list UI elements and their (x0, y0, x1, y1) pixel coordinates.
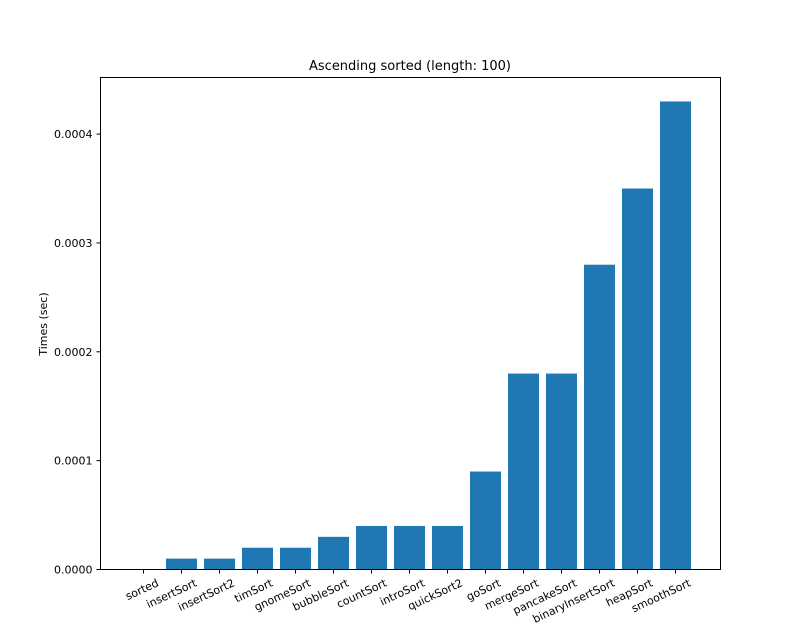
chart-title: Ascending sorted (length: 100) (309, 59, 511, 74)
bar-countSort (356, 525, 387, 570)
y-ticks-group: 0.0000 0.0001 0.0002 0.0003 0.0004 (54, 128, 101, 577)
bar-introSort (394, 525, 425, 570)
y-tick-label: 0.0000 (54, 564, 93, 577)
bar-pancakeSort (546, 373, 577, 570)
bar-gnomeSort (280, 547, 311, 570)
bar-heapSort (622, 188, 653, 570)
bar-goSort (470, 471, 501, 570)
bar-timSort (242, 547, 273, 570)
y-tick-label: 0.0001 (54, 455, 93, 468)
y-tick-label: 0.0004 (54, 128, 93, 141)
bar-smoothSort (660, 101, 691, 570)
bar-binaryInsertSort (584, 264, 615, 570)
bar-insertSort (166, 558, 197, 570)
bar-insertSort2 (204, 558, 235, 570)
y-axis-label: Times (sec) (37, 292, 50, 356)
plot-frame (100, 77, 721, 570)
bar-quickSort2 (432, 525, 463, 570)
bar-bubbleSort (318, 536, 349, 570)
y-tick-label: 0.0002 (54, 346, 93, 359)
y-tick-label: 0.0003 (54, 237, 93, 250)
bar-mergeSort (508, 373, 539, 570)
bars-group (166, 101, 691, 570)
